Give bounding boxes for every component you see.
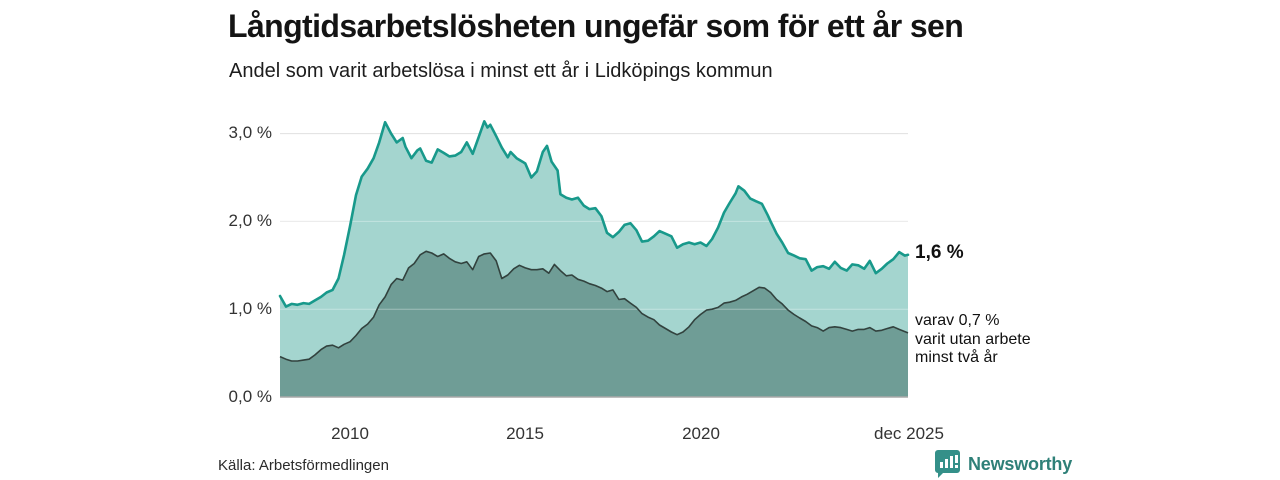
y-tick-2: 2,0 % xyxy=(228,211,272,230)
x-tick-dec-2025: dec 2025 xyxy=(874,424,944,443)
source-note: Källa: Arbetsförmedlingen xyxy=(218,457,389,474)
y-tick-3: 3,0 % xyxy=(228,123,272,142)
total-series-end-label: 1,6 % xyxy=(915,242,964,263)
y-tick-1: 1,0 % xyxy=(228,299,272,318)
subset-series-end-label: varav 0,7 % varit utan arbete minst två … xyxy=(915,312,1031,368)
newsworthy-brand-label: Newsworthy xyxy=(968,453,1073,474)
y-tick-0: 0,0 % xyxy=(228,387,272,406)
x-tick-2010: 2010 xyxy=(331,424,369,443)
subset-label-line-3: minst två år xyxy=(915,349,998,366)
chart-subtitle: Andel som varit arbetslösa i minst ett å… xyxy=(229,60,773,82)
subset-label-line-2: varit utan arbete xyxy=(915,330,1031,348)
x-tick-2020: 2020 xyxy=(682,424,720,443)
newsworthy-brand-link[interactable]: Newsworthy xyxy=(934,449,1072,479)
x-tick-2015: 2015 xyxy=(506,424,544,443)
subset-label-line-1: varav 0,7 % xyxy=(915,312,1000,329)
newsworthy-logo-icon xyxy=(935,450,960,478)
chart-title: Långtidsarbetslösheten ungefär som för e… xyxy=(228,8,964,44)
